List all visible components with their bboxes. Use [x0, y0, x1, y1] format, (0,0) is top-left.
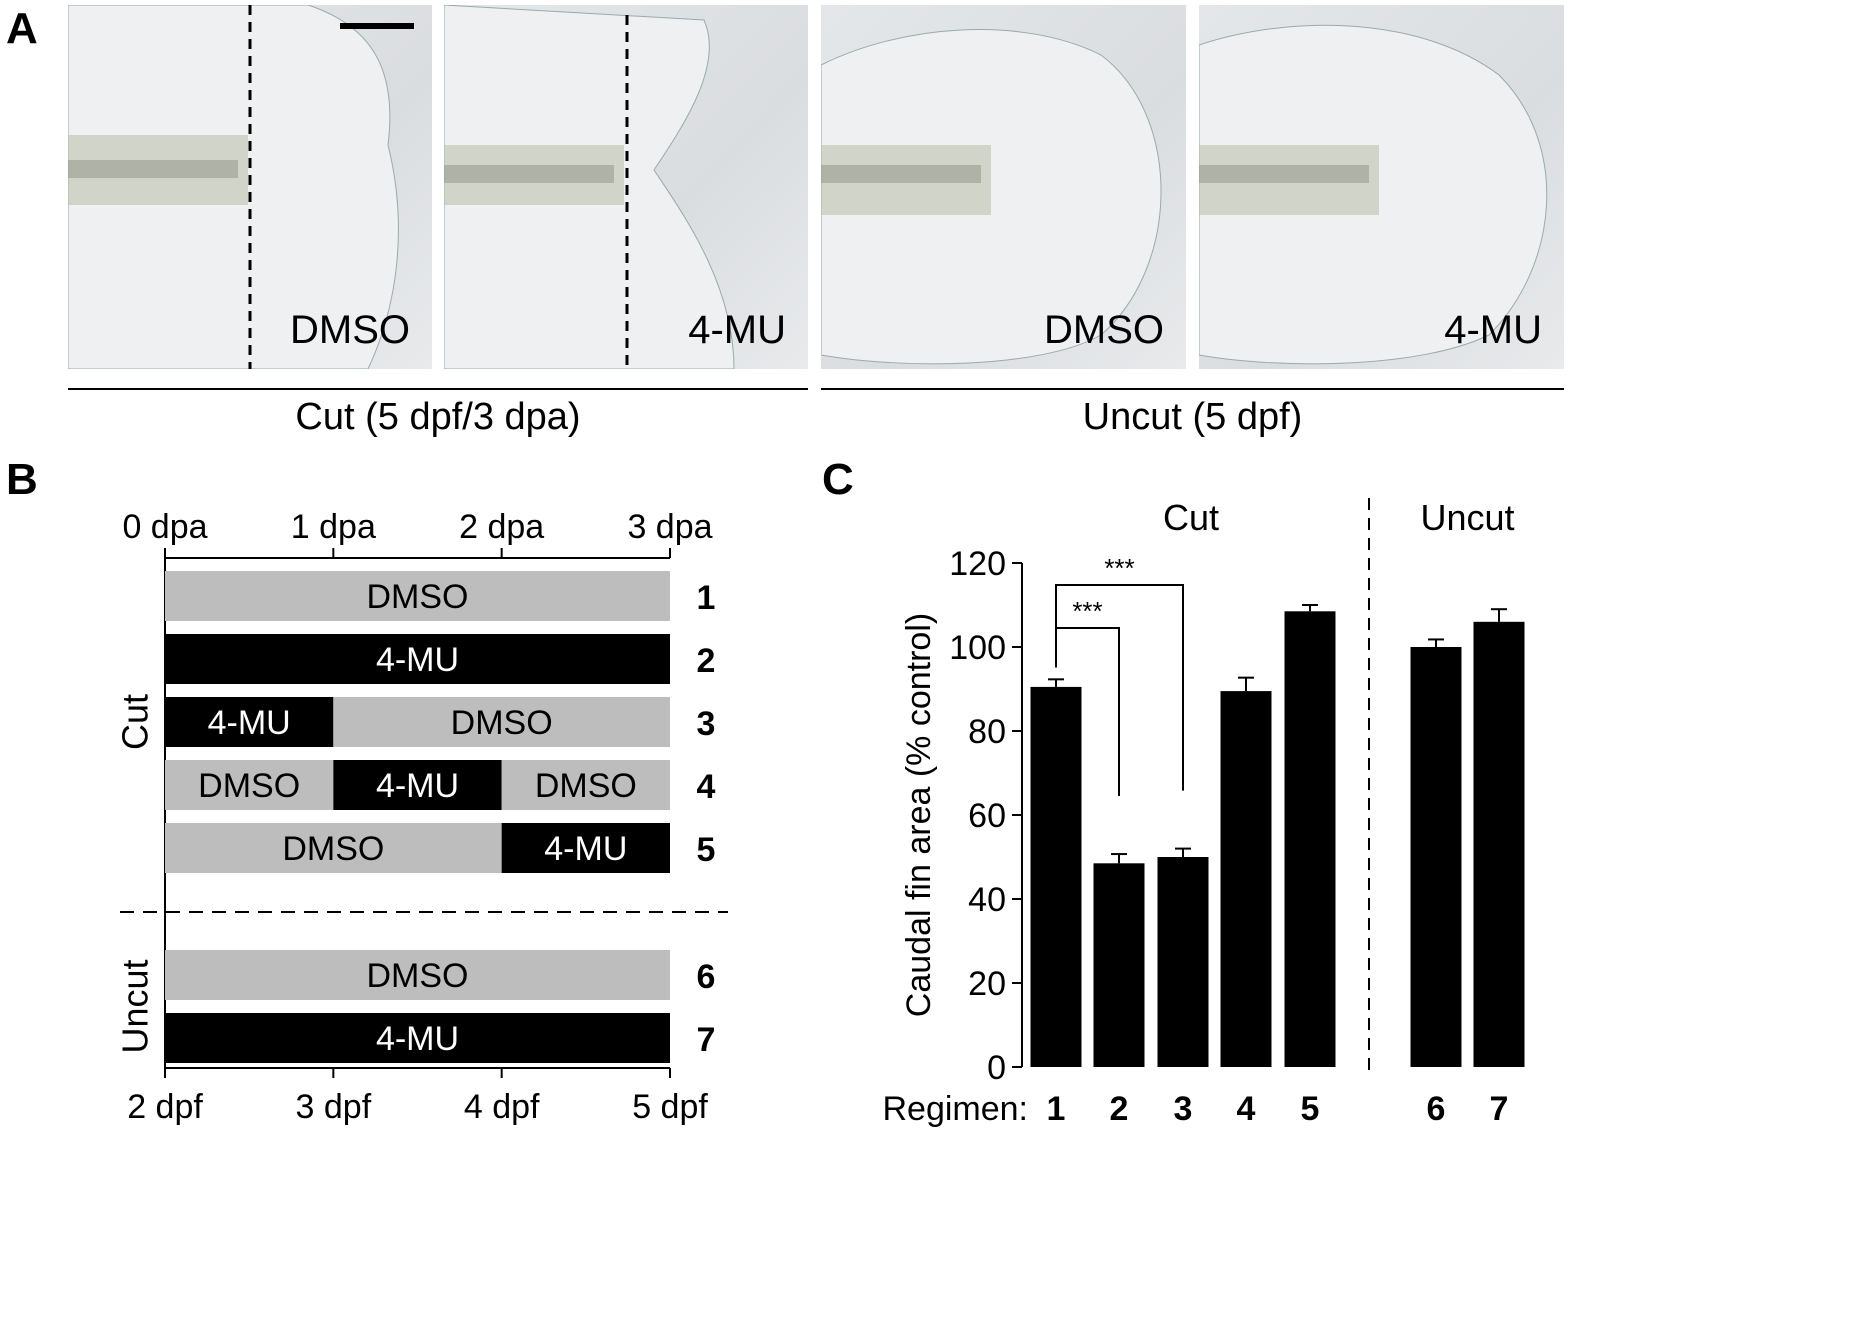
bottom-tick-label: 4 dpf: [464, 1088, 540, 1126]
panel-label-c: C: [822, 455, 854, 504]
top-tick-label: 3 dpa: [627, 508, 712, 546]
panel-label-a: A: [6, 4, 38, 53]
group-label-cut: Cut (5 dpf/3 dpa): [295, 396, 581, 438]
segment-label: DMSO: [198, 767, 300, 805]
group-underline-cut: [68, 388, 808, 390]
y-tick-label: 40: [968, 881, 1006, 919]
segment-label: 4-MU: [376, 1020, 459, 1058]
image-label: DMSO: [1044, 308, 1164, 352]
y-axis-label: Caudal fin area (% control): [900, 613, 938, 1017]
fin-image-cut-dmso: DMSO: [68, 5, 432, 369]
group-label-uncut: Uncut (5 dpf): [1082, 396, 1303, 438]
group-label-cut: Cut: [115, 694, 156, 750]
image-label: DMSO: [290, 308, 410, 352]
regimen-number: 5: [697, 831, 716, 869]
treatment-segment: [333, 697, 670, 747]
regimen-number: 1: [697, 579, 716, 617]
x-tick-label: 5: [1301, 1090, 1320, 1128]
bottom-tick-label: 3 dpf: [296, 1088, 372, 1126]
fin-drawing: [68, 5, 399, 369]
treatment-segment: [501, 823, 670, 873]
bar: [1157, 857, 1209, 1067]
bar: [1030, 686, 1082, 1067]
significance-bracket: [1055, 584, 1184, 791]
regimen-number: 7: [697, 1021, 716, 1059]
x-tick-label: 4: [1237, 1090, 1256, 1128]
segment-label: DMSO: [367, 578, 469, 616]
regimen-number: 3: [697, 705, 716, 743]
segment-label: 4-MU: [376, 767, 459, 805]
group-underline-uncut: [821, 388, 1564, 390]
x-tick-label: 7: [1490, 1090, 1509, 1128]
treatment-segment: [165, 823, 502, 873]
top-tick-label: 1 dpa: [291, 508, 376, 546]
group-label-uncut: Uncut: [1420, 497, 1514, 538]
treatment-segment: [165, 950, 670, 1000]
treatment-segment: [165, 571, 670, 621]
bar: [1220, 691, 1272, 1067]
segment-label: DMSO: [451, 704, 553, 742]
image-label: 4-MU: [1444, 308, 1542, 352]
image-label: 4-MU: [688, 308, 786, 352]
treatment-segment: [165, 1013, 670, 1063]
segment-label: 4-MU: [376, 641, 459, 679]
treatment-segment: [165, 697, 334, 747]
scale-bar: [340, 23, 414, 29]
segment-label: 4-MU: [208, 704, 291, 742]
top-tick-label: 2 dpa: [459, 508, 544, 546]
x-tick-label: 6: [1427, 1090, 1446, 1128]
x-tick-label: 1: [1047, 1090, 1066, 1128]
x-axis-label: Regimen:: [882, 1090, 1028, 1128]
y-tick-label: 60: [968, 797, 1006, 835]
bar-chart: 0 20 40 60 80 100 120 Caudal fin area (% contro…: [882, 497, 1525, 1128]
treatment-segment: [165, 760, 334, 810]
regimen-number: 6: [697, 958, 716, 996]
segment-label: 4-MU: [544, 830, 627, 868]
y-tick-label: 120: [949, 545, 1006, 583]
y-tick-label: 0: [987, 1049, 1006, 1087]
regimen-number: 2: [697, 642, 716, 680]
y-tick-label: 100: [949, 629, 1006, 667]
significance-label: ***: [1072, 596, 1102, 626]
bar: [1093, 863, 1145, 1067]
fin-drawing: [1199, 24, 1548, 365]
segment-label: DMSO: [535, 767, 637, 805]
y-tick-label: 80: [968, 713, 1006, 751]
significance-label: ***: [1104, 553, 1134, 583]
segment-label: DMSO: [282, 830, 384, 868]
treatment-segment: [165, 634, 670, 684]
treatment-segment: [501, 760, 670, 810]
x-tick-label: 3: [1174, 1090, 1193, 1128]
group-label-cut: Cut: [1163, 497, 1219, 538]
x-tick-label: 2: [1110, 1090, 1129, 1128]
fin-image-cut-4mu: 4-MU: [444, 5, 808, 369]
bar: [1284, 611, 1336, 1067]
bottom-tick-label: 5 dpf: [632, 1088, 708, 1126]
bar: [1473, 621, 1525, 1067]
fin-image-uncut-4mu: 4-MU: [1199, 5, 1564, 369]
y-tick-label: 20: [968, 965, 1006, 1003]
segment-label: DMSO: [367, 957, 469, 995]
bar: [1410, 647, 1462, 1067]
fin-image-uncut-dmso: DMSO: [821, 5, 1186, 369]
bottom-tick-label: 2 dpf: [127, 1088, 203, 1126]
top-tick-label: 0 dpa: [122, 508, 207, 546]
regimen-number: 4: [697, 768, 716, 806]
fin-drawing: [444, 5, 735, 369]
treatment-segment: [333, 760, 502, 810]
group-label-uncut: Uncut: [115, 959, 156, 1053]
panel-label-b: B: [6, 455, 38, 504]
fin-drawing: [821, 29, 1162, 365]
regimen-timeline: 0 dpa 1 dpa 2 dpa 3 dpa 2 dpf 3 dpf 4 dpf 5 dpf…: [115, 508, 728, 1126]
